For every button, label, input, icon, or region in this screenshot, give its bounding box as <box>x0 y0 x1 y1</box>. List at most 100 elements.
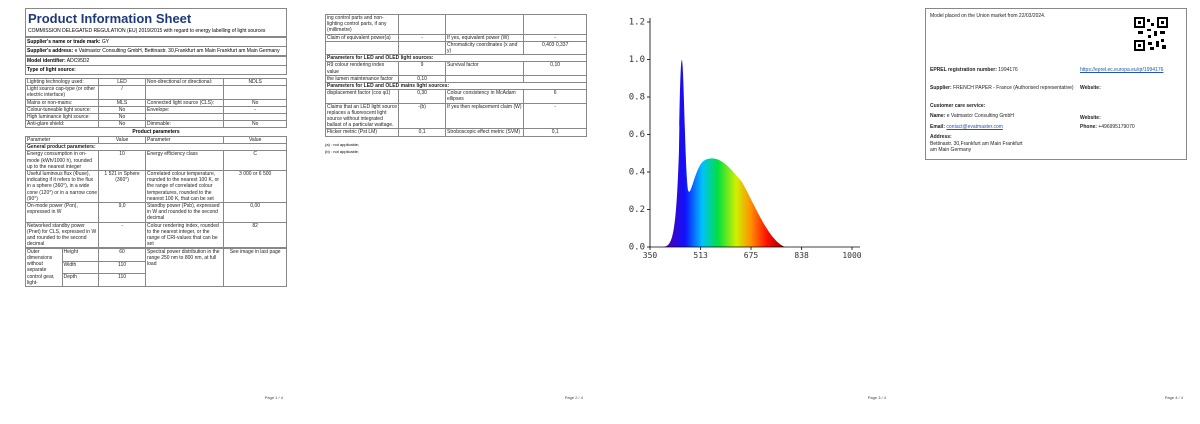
table-cell: - <box>223 105 287 115</box>
table-cell <box>398 40 447 56</box>
table-cell: No <box>223 120 287 129</box>
table-cell: No <box>98 113 147 122</box>
table-row: High luminance light source: No <box>25 113 287 122</box>
email: Email: contact@evatmaster.com <box>930 124 1003 131</box>
table-cell: 9,0 <box>98 201 147 223</box>
table-cell: See image in last page <box>223 247 287 288</box>
table-cell: - <box>398 33 447 42</box>
table-cell: Parameter <box>25 135 100 145</box>
table-cell: No <box>223 98 287 107</box>
label: Phone: <box>1080 124 1097 130</box>
table-cell: Useful luminous flux (Φuse), indicating … <box>25 169 100 203</box>
table-row: the lumen maintenance factor 0,10 <box>325 74 587 84</box>
address: Address: Bettinastr. 30,Frankfurt am Main… <box>930 134 1030 154</box>
email-link[interactable]: contact@evatmaster.com <box>946 124 1003 130</box>
table-cell: Energy efficiency class <box>145 150 225 171</box>
table-cell: On-mode power (Pon), expressed in W <box>25 201 100 223</box>
value: e Vatmastcr Consulting GmbH <box>946 113 1014 119</box>
table-cell: ing control parts and non-lighting contr… <box>325 14 400 35</box>
label: Name: <box>930 113 946 119</box>
table: ing control parts and non-lighting contr… <box>325 14 587 137</box>
label: Supplier's name or trade mark: <box>27 38 101 45</box>
placed: Model placed on the Union market from 22… <box>930 13 1046 19</box>
y-tick-label: 0.2 <box>629 205 645 215</box>
table-row: General product parameters: <box>25 143 287 152</box>
table-row: Light source cap-type (or other electric… <box>25 85 287 100</box>
label: Model identifier: <box>27 57 66 64</box>
table-cell: Depth <box>61 273 100 288</box>
table-cell <box>145 113 225 122</box>
table-cell <box>223 85 287 100</box>
table-row: Energy consumption in on-mode (kWh/1000 … <box>25 150 287 171</box>
table-cell: Dimmable: <box>145 120 225 129</box>
table-cell: Value <box>98 135 147 145</box>
table-row: Parameter Value Parameter Value <box>25 135 287 145</box>
table-cell: Colour-tuneable light source: <box>25 105 100 115</box>
y-tick-label: 0.4 <box>629 168 645 178</box>
table-row: Colour-tuneable light source: No Envelope:… <box>25 105 287 115</box>
page-4: Model placed on the Union market from 22… <box>925 8 1187 400</box>
table-cell: MLS <box>98 98 147 107</box>
value: +496995179070 <box>1098 124 1135 130</box>
table-cell: Light source cap-type (or other electric… <box>25 85 100 100</box>
phone: Phone: +496995179070 <box>1080 124 1135 131</box>
table-cell: Value <box>223 135 287 145</box>
label: Supplier: <box>930 85 952 91</box>
table-row: On-mode power (Pon), expressed in W 9,0 St… <box>25 201 287 223</box>
table-cell: LED <box>98 77 147 87</box>
table-cell: Networked standby power (Pnet) for CLS, … <box>25 221 100 249</box>
table-row: Parameters for LED and OLED light source… <box>325 54 587 63</box>
table-cell: 82 <box>223 221 287 249</box>
table-cell: 110 <box>98 260 147 275</box>
value: Bettinastr. 30,Frankfurt am Main Frankfu… <box>930 140 1023 154</box>
table-row: Flicker metric (Pst LM) 0,1 Stroboscopic e… <box>325 128 587 137</box>
table-cell: 0,30 <box>398 89 447 104</box>
label: Email: <box>930 124 946 130</box>
table-body: Parameter Value Parameter Value General prod… <box>25 135 287 249</box>
table-row: Useful luminous flux (Φuse), indicating … <box>25 169 287 203</box>
table-cell: NDLS <box>223 77 287 87</box>
x-tick-label: 513 <box>693 251 708 260</box>
x-tick-label: 1000 <box>842 251 861 260</box>
table-cell: Stroboscopic effect metric (SVM) <box>445 128 525 137</box>
page-number: Page 3 / 4 <box>867 395 886 400</box>
table: Parameter Value Parameter Value General prod… <box>25 135 287 249</box>
section-heading: Parameters for LED and OLED light source… <box>325 54 587 63</box>
spectrum-curve <box>663 59 785 248</box>
note: (a) : not applicable; <box>325 141 360 147</box>
table: Lighting technology used: LED Non-directio… <box>25 77 287 129</box>
value: e Vatmastcr Consulting GmbH, Bettinastr.… <box>74 48 280 54</box>
table-cell: Standby power (Psb), expressed in W and … <box>145 201 225 223</box>
table-cell: Parameter <box>145 135 225 145</box>
table-row: R9 colour rendering index value 9 Survival… <box>325 61 587 76</box>
y-tick-label: 0.6 <box>629 130 645 140</box>
supplier-name: Supplier's name or trade mark: GY <box>25 36 287 47</box>
table-cell: High luminance light source: <box>25 113 100 122</box>
table-cell: 0,10 <box>398 74 447 84</box>
params-table: ing control parts and non-lighting contr… <box>325 14 587 137</box>
table-row: displacement factor (cos φ1) 0,30 Colour c… <box>325 89 587 104</box>
page-number: Page 2 / 4 <box>564 395 583 400</box>
value: FRENCH PAPER - France (Authorised repres… <box>953 85 1074 91</box>
website-label: Website: <box>1080 115 1101 121</box>
table-cell: 9 <box>398 61 447 76</box>
label: Address: <box>930 134 952 140</box>
table-cell: Connected light source (CLS): <box>145 98 225 107</box>
eprel-link[interactable]: https://eprel.ec.europa.eu/qr/1994176 <box>1080 67 1164 73</box>
page-number: Page 1 / 4 <box>264 395 283 400</box>
y-tick-label: 0.8 <box>629 93 645 103</box>
table-cell <box>445 74 525 84</box>
table-body: Outer dimensions without separate contro… <box>25 247 287 288</box>
table-row: Anti-glare shield: No Dimmable: No <box>25 120 287 129</box>
table-cell: Height <box>61 247 100 262</box>
qr-code <box>1134 17 1168 51</box>
table-cell: displacement factor (cos φ1) <box>325 89 400 104</box>
table-cell: 3 000 or 6 500 <box>223 169 287 203</box>
table-cell: No <box>98 120 147 129</box>
table-row: Parameters for LED and OLED mains light … <box>325 82 587 91</box>
table-cell: 0,00 <box>223 201 287 223</box>
name: Name: e Vatmastcr Consulting GmbH <box>930 113 1014 120</box>
table-cell: Claim of equivalent power(a) <box>325 33 400 42</box>
table-cell: 0,10 <box>523 61 587 76</box>
